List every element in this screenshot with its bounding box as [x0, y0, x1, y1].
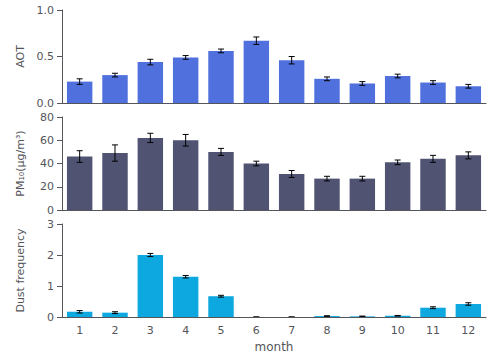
svg-text:8: 8: [324, 324, 331, 337]
svg-text:2: 2: [112, 324, 119, 337]
svg-text:2: 2: [47, 249, 54, 262]
svg-text:10: 10: [391, 324, 405, 337]
svg-text:month: month: [255, 340, 294, 354]
svg-text:9: 9: [359, 324, 366, 337]
svg-text:0.0: 0.0: [37, 97, 55, 110]
svg-text:5: 5: [218, 324, 225, 337]
svg-text:0: 0: [47, 311, 54, 324]
svg-text:3: 3: [147, 324, 154, 337]
svg-text:1.0: 1.0: [37, 4, 55, 17]
svg-text:20: 20: [40, 180, 54, 193]
svg-text:Dust frequency: Dust frequency: [14, 228, 27, 313]
svg-text:1: 1: [76, 324, 83, 337]
svg-text:11: 11: [426, 324, 440, 337]
svg-text:12: 12: [461, 324, 475, 337]
svg-text:7: 7: [288, 324, 295, 337]
svg-text:3: 3: [47, 218, 54, 231]
svg-text:0: 0: [47, 204, 54, 217]
svg-text:40: 40: [40, 157, 54, 170]
svg-text:0.5: 0.5: [37, 50, 55, 63]
svg-text:PM₁₀(μg/m³): PM₁₀(μg/m³): [14, 130, 27, 196]
svg-text:60: 60: [40, 134, 54, 147]
svg-text:80: 80: [40, 111, 54, 124]
svg-text:4: 4: [182, 324, 189, 337]
svg-text:AOT: AOT: [14, 45, 27, 68]
svg-text:6: 6: [253, 324, 260, 337]
svg-text:1: 1: [47, 280, 54, 293]
